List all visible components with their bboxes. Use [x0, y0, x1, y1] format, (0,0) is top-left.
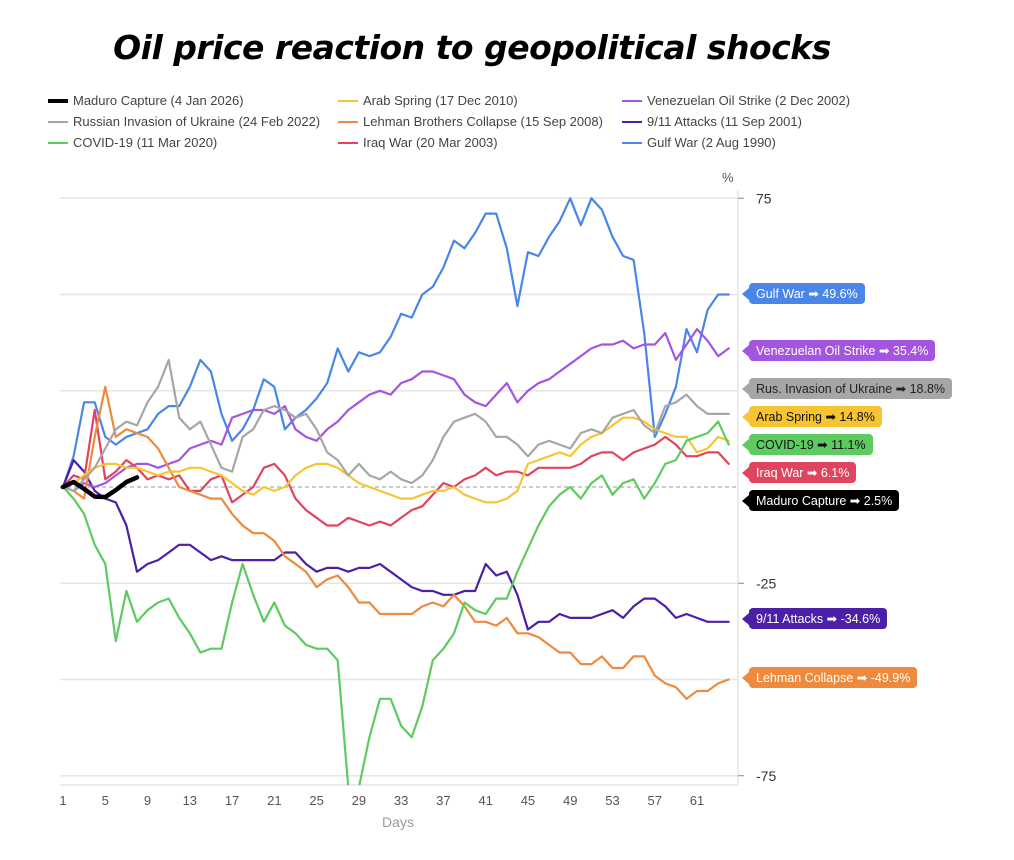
legend-item[interactable]: Lehman Brothers Collapse (15 Sep 2008)	[338, 114, 603, 129]
legend-label: Russian Invasion of Ukraine (24 Feb 2022…	[73, 114, 321, 129]
legend-label: 9/11 Attacks (11 Sep 2001)	[647, 114, 802, 129]
x-tick-label: 61	[690, 793, 704, 808]
legend-item[interactable]: COVID-19 (11 Mar 2020)	[48, 135, 217, 150]
y-tick-label: 75	[756, 190, 772, 206]
x-tick-label: 13	[183, 793, 197, 808]
x-tick-label: 21	[267, 793, 281, 808]
legend-item[interactable]: Arab Spring (17 Dec 2010)	[338, 93, 518, 108]
x-tick-label: 33	[394, 793, 408, 808]
series-line-rus-invasion-of-ukraine	[61, 358, 730, 492]
series-line-venezuelan-oil-strike	[61, 328, 730, 492]
legend-item[interactable]: Gulf War (2 Aug 1990)	[622, 135, 776, 150]
series-line-arab-spring	[61, 416, 730, 504]
legend-swatch	[338, 120, 358, 123]
series-line-maduro-capture	[60, 475, 140, 500]
legend-swatch	[622, 141, 642, 144]
x-tick-label: 49	[563, 793, 577, 808]
legend-item[interactable]: Venezuelan Oil Strike (2 Dec 2002)	[622, 93, 850, 108]
legend-swatch	[338, 99, 358, 102]
chart-title: Oil price reaction to geopolitical shock…	[113, 28, 831, 67]
legend-label: Gulf War (2 Aug 1990)	[647, 135, 776, 150]
y-tick-label: -75	[756, 768, 776, 784]
end-label-lehman-collapse: Lehman Collapse ➡ -49.9%	[741, 667, 918, 688]
x-tick-label: 1	[59, 793, 66, 808]
series-line-iraq-war	[61, 408, 730, 527]
x-tick-label: 9	[144, 793, 151, 808]
legend-swatch	[48, 141, 68, 144]
legend-item[interactable]: 9/11 Attacks (11 Sep 2001)	[622, 114, 802, 129]
x-tick-label: 37	[436, 793, 450, 808]
end-label-covid-19: COVID-19 ➡ 11.1%	[742, 434, 873, 455]
legend-swatch	[48, 98, 68, 103]
legend-swatch	[622, 99, 642, 102]
end-label-9-11-attacks: 9/11 Attacks ➡ -34.6%	[741, 608, 888, 629]
legend-label: Lehman Brothers Collapse (15 Sep 2008)	[363, 114, 603, 129]
x-tick-label: 5	[102, 793, 109, 808]
end-label-gulf-war: Gulf War ➡ 49.6%	[742, 283, 865, 304]
end-label-venezuelan-oil-strike: Venezuelan Oil Strike ➡ 35.4%	[741, 340, 936, 361]
legend-swatch	[338, 141, 358, 144]
legend-swatch	[622, 120, 642, 123]
series-line-9-11-attacks	[61, 459, 730, 631]
series-line-gulf-war	[61, 197, 730, 489]
y-axis-unit: %	[722, 170, 734, 185]
x-tick-label: 57	[648, 793, 662, 808]
legend-item[interactable]: Iraq War (20 Mar 2003)	[338, 135, 498, 150]
series-line-lehman-collapse	[61, 385, 730, 700]
end-label-rus-invasion-of-ukraine: Rus. Invasion of Ukraine ➡ 18.8%	[741, 378, 953, 399]
x-tick-label: 25	[309, 793, 323, 808]
x-tick-label: 29	[352, 793, 366, 808]
legend-label: Venezuelan Oil Strike (2 Dec 2002)	[647, 93, 851, 108]
end-label-maduro-capture: Maduro Capture ➡ 2.5%	[741, 490, 900, 511]
series-line-covid-19	[61, 420, 730, 785]
legend-item[interactable]: Russian Invasion of Ukraine (24 Feb 2022…	[48, 114, 320, 129]
legend-label: Arab Spring (17 Dec 2010)	[363, 93, 518, 108]
x-axis-title: Days	[382, 814, 414, 830]
y-tick-label: -25	[756, 575, 776, 591]
legend-label: COVID-19 (11 Mar 2020)	[73, 135, 218, 150]
legend-label: Maduro Capture (4 Jan 2026)	[73, 93, 244, 108]
legend-swatch	[48, 120, 68, 123]
x-tick-label: 53	[605, 793, 619, 808]
x-tick-label: 41	[478, 793, 492, 808]
end-label-iraq-war: Iraq War ➡ 6.1%	[741, 462, 857, 483]
x-tick-label: 45	[521, 793, 535, 808]
end-label-arab-spring: Arab Spring ➡ 14.8%	[742, 406, 882, 427]
x-tick-label: 17	[225, 793, 239, 808]
legend-label: Iraq War (20 Mar 2003)	[363, 135, 498, 150]
legend-item[interactable]: Maduro Capture (4 Jan 2026)	[48, 93, 244, 108]
